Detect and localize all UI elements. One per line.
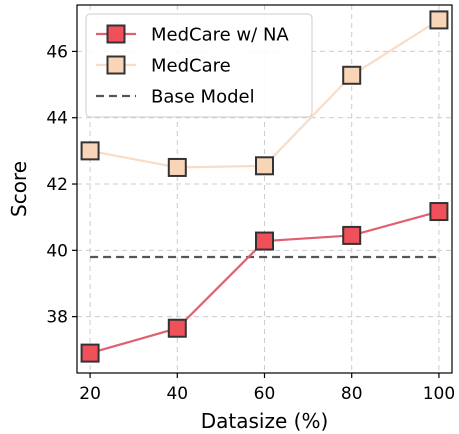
series-medcare-w-na — [80, 202, 449, 363]
x-tick-label: 100 — [423, 384, 455, 404]
data-point — [167, 318, 187, 338]
data-point — [255, 231, 274, 251]
y-tick-label: 44 — [46, 109, 68, 129]
y-axis-ticks: 38 40 42 44 46 — [46, 42, 77, 328]
y-tick-label: 42 — [46, 175, 68, 195]
y-tick-label: 40 — [46, 241, 68, 261]
grid-lines — [77, 5, 452, 373]
x-axis-label: Datasize (%) — [201, 409, 329, 433]
x-tick-label: 80 — [341, 384, 363, 404]
legend-item: Base Model — [96, 87, 255, 108]
data-point — [167, 157, 187, 177]
data-point — [80, 141, 100, 161]
legend: MedCare w/ NA MedCare Base Model — [85, 13, 313, 118]
y-tick-label: 46 — [46, 42, 68, 62]
legend-swatch-marker — [106, 24, 126, 44]
x-axis-ticks: 20 40 60 80 100 — [79, 373, 455, 404]
data-point — [342, 65, 362, 85]
series-layer — [80, 10, 449, 363]
series-medcare — [80, 10, 449, 177]
legend-label: MedCare — [151, 56, 231, 77]
legend-label: MedCare w/ NA — [151, 25, 289, 46]
y-axis-label: Score — [7, 161, 31, 217]
legend-item: MedCare w/ NA — [96, 24, 289, 46]
legend-label: Base Model — [151, 87, 255, 108]
legend-swatch-marker — [106, 55, 126, 75]
x-tick-label: 40 — [166, 384, 188, 404]
data-point — [429, 10, 449, 30]
legend-box — [85, 13, 313, 118]
legend-item: MedCare — [96, 55, 231, 77]
data-point — [255, 156, 274, 176]
x-tick-label: 60 — [254, 384, 276, 404]
data-point — [342, 225, 362, 245]
data-point — [429, 202, 449, 222]
x-tick-label: 20 — [79, 384, 101, 404]
data-point — [80, 343, 100, 363]
y-tick-label: 38 — [46, 308, 68, 328]
